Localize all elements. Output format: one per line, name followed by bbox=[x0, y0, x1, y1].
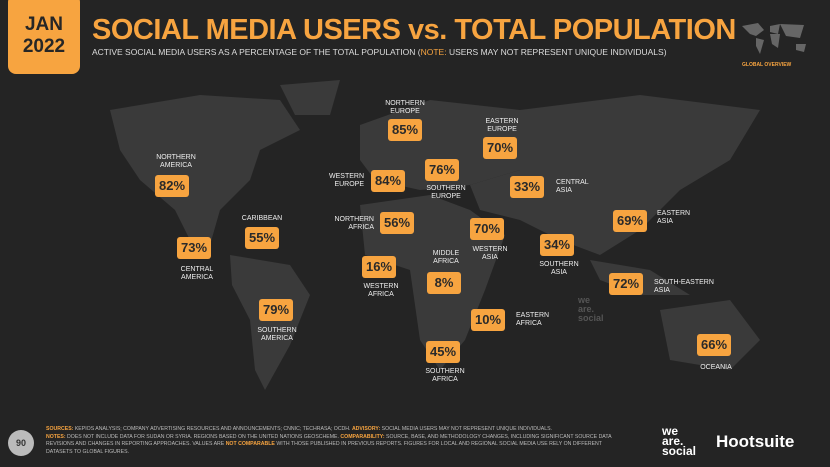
region-label: NORTHERN AFRICA bbox=[334, 216, 374, 231]
date-year: 2022 bbox=[22, 36, 66, 57]
comparability-text: SOURCE, BASE, AND METHODOLOGY CHANGES, I… bbox=[46, 433, 612, 448]
advisory-text: SOCIAL MEDIA USERS MAY NOT REPRESENT UNI… bbox=[380, 426, 552, 432]
region-label: WESTERN EUROPE bbox=[329, 173, 364, 188]
region-value: 55% bbox=[245, 227, 279, 249]
region-value: 45% bbox=[426, 341, 460, 363]
region-value: 79% bbox=[259, 299, 293, 321]
notes-label: NOTES: bbox=[46, 433, 66, 440]
subtitle-text-end: USERS MAY NOT REPRESENT UNIQUE INDIVIDUA… bbox=[446, 47, 667, 57]
comparability-label: COMPARABILITY: bbox=[340, 433, 385, 440]
comparability-text-end: WITH THOSE PUBLISHED IN PREVIOUS REPORTS… bbox=[46, 441, 602, 455]
region-label: MIDDLE AFRICA bbox=[432, 250, 460, 265]
region-value: 70% bbox=[483, 137, 517, 159]
region-value: 70% bbox=[470, 218, 504, 240]
we-are-social-logo: we are. social bbox=[662, 424, 697, 458]
region-value: 66% bbox=[697, 334, 731, 356]
region-label: EASTERN AFRICA bbox=[516, 312, 550, 327]
not-comparable-text: NOT COMPARABLE bbox=[225, 441, 275, 447]
region-value: 16% bbox=[362, 256, 396, 278]
world-map-icon bbox=[742, 23, 806, 54]
footer-notes: SOURCES: KEPIOS ANALYSIS; COMPANY ADVERT… bbox=[46, 426, 626, 456]
north-america-shape bbox=[110, 95, 300, 245]
region-label: SOUTH-EASTERN ASIA bbox=[654, 279, 714, 294]
region-value: 76% bbox=[425, 159, 459, 181]
region-label: SOUTHERN EUROPE bbox=[426, 185, 466, 200]
advisory-label: ADVISORY: bbox=[351, 426, 381, 432]
date-month: JAN bbox=[24, 14, 63, 35]
subtitle-note: NOTE: bbox=[420, 47, 447, 57]
sources-text: KEPIOS ANALYSIS; COMPANY ADVERTISING RES… bbox=[73, 426, 352, 432]
region-label: WESTERN AFRICA bbox=[363, 283, 399, 298]
region-label: NORTHERN EUROPE bbox=[385, 100, 425, 115]
region-label: CENTRAL ASIA bbox=[556, 179, 589, 194]
region-label: EASTERN ASIA bbox=[657, 210, 691, 225]
south-america-shape bbox=[230, 255, 310, 390]
region-label: EASTERN EUROPE bbox=[485, 118, 519, 133]
page-number: 90 bbox=[8, 430, 34, 456]
asia-shape bbox=[470, 95, 760, 255]
section-label: GLOBAL OVERVIEW bbox=[742, 62, 792, 68]
region-value: 10% bbox=[471, 309, 505, 331]
region-label: CENTRAL AMERICA bbox=[180, 266, 214, 281]
region-value: 56% bbox=[380, 212, 414, 234]
page-subtitle: ACTIVE SOCIAL MEDIA USERS AS A PERCENTAG… bbox=[92, 47, 667, 57]
hootsuite-logo: Hootsuite bbox=[716, 432, 795, 451]
region-label: SOUTHERN ASIA bbox=[539, 261, 579, 276]
date-badge: JAN 2022 bbox=[8, 0, 80, 74]
region-value: 69% bbox=[613, 210, 647, 232]
region-label: SOUTHERN AFRICA bbox=[425, 368, 465, 383]
region-label: NORTHERN AMERICA bbox=[156, 154, 196, 169]
region-value: 85% bbox=[388, 119, 422, 141]
page-title: SOCIAL MEDIA USERS vs. TOTAL POPULATION bbox=[92, 14, 736, 46]
watermark: we are. social bbox=[578, 295, 604, 323]
region-label: SOUTHERN AMERICA bbox=[257, 327, 297, 342]
region-label: WESTERN ASIA bbox=[472, 246, 508, 261]
region-value: 73% bbox=[177, 237, 211, 259]
region-value: 8% bbox=[427, 272, 461, 294]
region-value: 72% bbox=[609, 273, 643, 295]
subtitle-text: ACTIVE SOCIAL MEDIA USERS AS A PERCENTAG… bbox=[92, 47, 421, 57]
region-label: OCEANIA bbox=[700, 364, 732, 371]
greenland-shape bbox=[280, 80, 340, 115]
sources-label: SOURCES: bbox=[46, 426, 74, 432]
region-value: 82% bbox=[155, 175, 189, 197]
notes-text: DOES NOT INCLUDE DATA FOR SUDAN OR SYRIA… bbox=[65, 433, 341, 440]
region-value: 84% bbox=[371, 170, 405, 192]
region-value: 34% bbox=[540, 234, 574, 256]
region-label: CARIBBEAN bbox=[241, 215, 283, 222]
region-value: 33% bbox=[510, 176, 544, 198]
